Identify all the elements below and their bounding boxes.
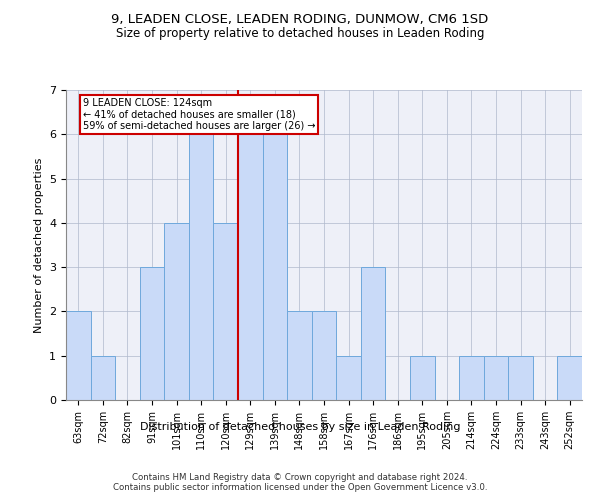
Bar [312,312,336,400]
Bar [66,312,91,400]
Text: Contains HM Land Registry data © Crown copyright and database right 2024.
Contai: Contains HM Land Registry data © Crown c… [113,472,487,492]
Bar [214,223,238,400]
Bar [557,356,582,400]
Bar [91,356,115,400]
Bar [140,267,164,400]
Bar [164,223,189,400]
Text: Size of property relative to detached houses in Leaden Roding: Size of property relative to detached ho… [116,28,484,40]
Bar [287,312,312,400]
Bar [508,356,533,400]
Text: 9, LEADEN CLOSE, LEADEN RODING, DUNMOW, CM6 1SD: 9, LEADEN CLOSE, LEADEN RODING, DUNMOW, … [112,12,488,26]
Y-axis label: Number of detached properties: Number of detached properties [34,158,44,332]
Bar [484,356,508,400]
Bar [336,356,361,400]
Bar [361,267,385,400]
Bar [459,356,484,400]
Bar [263,134,287,400]
Text: 9 LEADEN CLOSE: 124sqm
← 41% of detached houses are smaller (18)
59% of semi-det: 9 LEADEN CLOSE: 124sqm ← 41% of detached… [83,98,315,131]
Bar [238,134,263,400]
Bar [189,134,214,400]
Bar [410,356,434,400]
Text: Distribution of detached houses by size in Leaden Roding: Distribution of detached houses by size … [140,422,460,432]
